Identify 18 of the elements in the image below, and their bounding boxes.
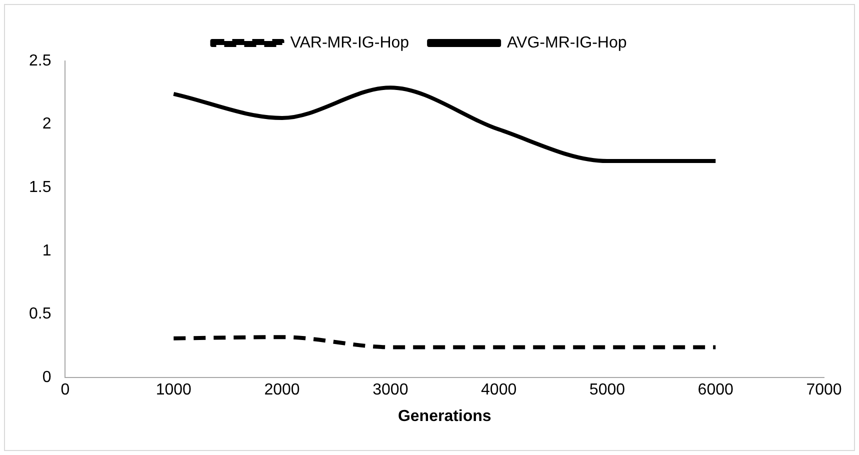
x-tick-label: 0 <box>60 382 70 399</box>
legend-label: AVG-MR-IG-Hop <box>507 34 627 52</box>
x-tick-label: 5000 <box>589 382 626 399</box>
x-tick-label: 6000 <box>698 382 734 399</box>
x-tick-label: 4000 <box>481 382 517 399</box>
x-tick-label: 7000 <box>806 382 842 399</box>
y-tick-label: 2 <box>42 116 52 133</box>
x-axis-title: Generations <box>398 408 492 425</box>
y-tick-label: 0 <box>42 369 52 386</box>
legend-label: VAR-MR-IG-Hop <box>290 34 410 52</box>
x-tick-label: 2000 <box>264 382 300 399</box>
line-series <box>172 86 718 164</box>
x-tick-label: 1000 <box>156 382 192 399</box>
y-tick-label: 1.5 <box>28 179 52 196</box>
y-tick-label: 1 <box>42 242 52 260</box>
y-tick-label: 0.5 <box>28 306 52 323</box>
y-tick-label: 2.5 <box>28 52 52 70</box>
x-tick-label: 3000 <box>372 382 408 399</box>
